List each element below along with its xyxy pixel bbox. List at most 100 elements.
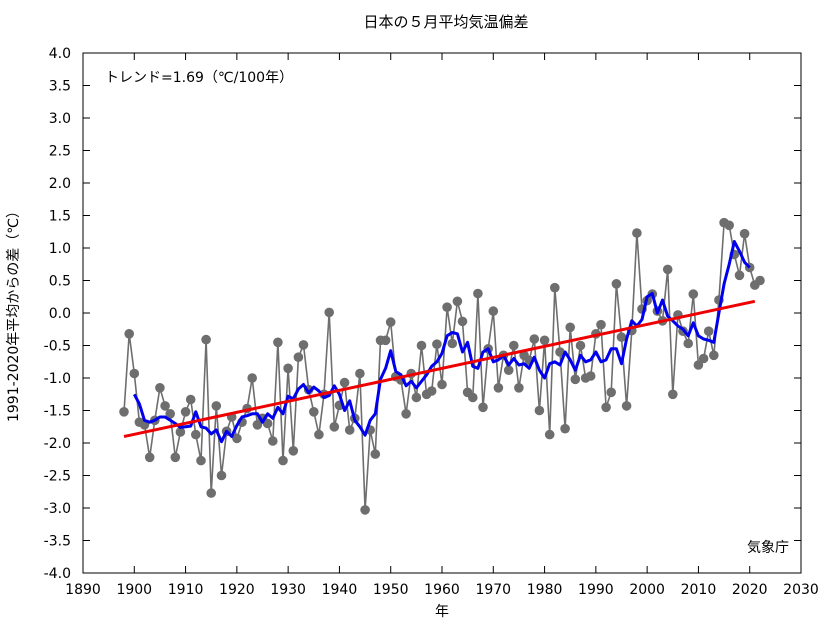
x-tick-label: 1890 [65, 582, 101, 598]
x-tick-label: 2020 [732, 582, 768, 598]
chart-title: 日本の５月平均気温偏差 [363, 13, 528, 31]
y-tick-label: -1.5 [44, 404, 71, 420]
annual-anomaly-point [175, 427, 186, 437]
y-tick-label: 2.0 [49, 176, 71, 192]
annual-anomaly-point [293, 352, 304, 363]
y-tick-label: 1.0 [49, 241, 71, 257]
annual-anomaly-point [570, 374, 581, 385]
annual-anomaly-point [442, 302, 452, 313]
annual-anomaly-point [298, 340, 309, 350]
annual-anomaly-point [180, 407, 191, 417]
annual-anomaly-point [724, 220, 734, 231]
annual-anomaly-point [447, 338, 458, 349]
annual-anomaly-point [309, 407, 319, 417]
annual-anomaly-point [191, 429, 201, 440]
annual-anomaly-point [324, 307, 335, 318]
annual-anomaly-point [196, 455, 206, 466]
x-tick-label: 2030 [783, 582, 819, 598]
annual-anomaly-point [457, 316, 468, 327]
y-tick-label: -1.0 [44, 371, 71, 387]
annual-anomaly-point [503, 365, 514, 376]
annual-anomaly-point [129, 368, 140, 379]
annual-anomaly-point [668, 389, 678, 400]
x-tick-label: 1930 [270, 582, 306, 598]
annual-anomaly-point [606, 387, 616, 398]
annual-anomaly-point [529, 334, 540, 344]
annual-anomaly-point [355, 368, 365, 379]
annual-anomaly-point [468, 392, 478, 403]
annual-anomaly-point [170, 452, 181, 463]
annual-anomaly-point [539, 335, 550, 346]
annual-anomaly-point [211, 401, 222, 411]
annual-anomaly-point [278, 455, 288, 466]
annual-anomaly-point [585, 371, 596, 381]
annual-anomaly-point [544, 429, 555, 440]
annual-anomaly-point [206, 488, 216, 498]
annual-anomaly-point [509, 340, 519, 351]
annual-anomaly-point [216, 470, 227, 481]
annual-anomaly-point [493, 383, 504, 393]
annual-anomaly-point [488, 306, 499, 316]
y-tick-label: -2.5 [44, 469, 71, 485]
annual-anomaly-point [452, 296, 463, 307]
annual-anomaly-point [185, 394, 196, 405]
x-tick-label: 1920 [219, 582, 255, 598]
x-tick-label: 1980 [527, 582, 563, 598]
annual-anomaly-point [688, 289, 699, 299]
annual-anomaly-point [632, 228, 642, 238]
annual-anomaly-point [144, 452, 155, 463]
x-tick-label: 1990 [578, 582, 614, 598]
annual-anomaly-point [550, 282, 560, 293]
y-tick-label: -3.0 [44, 501, 71, 517]
annual-anomaly-point [662, 264, 673, 275]
x-tick-label: 1970 [475, 582, 511, 598]
annual-anomaly-point [401, 409, 411, 419]
x-tick-label: 1940 [322, 582, 358, 598]
annual-anomaly-point [124, 329, 134, 339]
x-tick-label: 2010 [681, 582, 717, 598]
annual-anomaly-point [380, 335, 391, 346]
annual-anomaly-point [514, 383, 524, 393]
annual-anomaly-point [262, 418, 273, 429]
annual-anomaly-point [385, 317, 396, 327]
annual-anomaly-point [575, 340, 586, 351]
annual-anomaly-point [268, 436, 278, 446]
annual-anomaly-point [344, 425, 355, 435]
annual-anomaly-point [683, 338, 693, 349]
x-tick-label: 1910 [168, 582, 204, 598]
annual-anomaly-point [703, 326, 714, 337]
y-tick-label: -4.0 [44, 566, 71, 582]
annual-anomaly-point [160, 401, 170, 411]
annual-anomaly-point [437, 379, 447, 390]
x-tick-label: 1960 [424, 582, 460, 598]
annual-anomaly-point [621, 401, 632, 411]
annual-anomaly-point [360, 505, 370, 515]
y-tick-label: 0.0 [49, 306, 71, 322]
annual-anomaly-point [247, 373, 257, 383]
trend-label: トレンド=1.69（℃/100年） [105, 70, 293, 86]
trend-line [123, 299, 756, 438]
x-axis-label: 年 [435, 604, 449, 620]
x-tick-label: 2000 [629, 582, 665, 598]
annual-anomaly-point [426, 386, 437, 396]
annual-anomaly-point [611, 279, 622, 289]
annual-anomaly-point [473, 288, 483, 299]
y-tick-label: -2.0 [44, 436, 71, 452]
y-tick-label: 3.5 [49, 79, 71, 95]
source-label: 気象庁 [747, 540, 789, 556]
y-tick-label: 2.5 [49, 144, 71, 160]
x-tick-label: 1950 [373, 582, 409, 598]
y-axis-label: 1991-2020年平均からの差（℃） [6, 204, 22, 422]
y-tick-label: -0.5 [44, 339, 71, 355]
annual-anomaly-point [698, 353, 709, 364]
annual-anomaly-point [201, 334, 211, 345]
annual-anomaly-point [283, 363, 293, 374]
annual-anomaly-point [119, 407, 129, 417]
annual-anomaly-point [314, 429, 324, 440]
annual-anomaly-point [534, 405, 545, 416]
annual-anomaly-point [416, 340, 427, 351]
y-tick-label: 1.5 [49, 209, 71, 225]
annual-anomaly-point [755, 275, 765, 286]
annual-anomaly-point [555, 347, 565, 357]
